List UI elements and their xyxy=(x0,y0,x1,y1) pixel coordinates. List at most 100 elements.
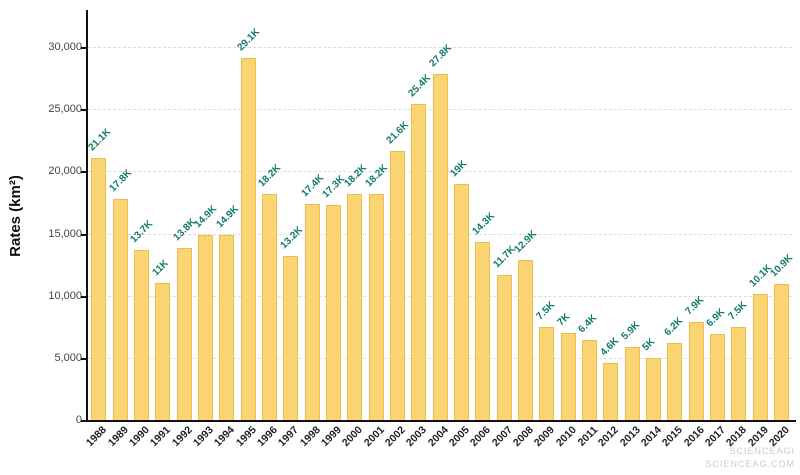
bar xyxy=(731,326,747,420)
bar-value-label: 11K xyxy=(150,258,171,279)
y-tick-mark xyxy=(81,295,87,298)
bar-value-label: 12.9K xyxy=(512,228,540,255)
y-tick-mark xyxy=(81,171,87,174)
x-tick-label: 1999 xyxy=(318,424,344,450)
x-tick-label: 2015 xyxy=(660,424,686,450)
x-tick-label: 2011 xyxy=(575,424,600,449)
bar xyxy=(368,193,384,420)
bar xyxy=(752,294,768,420)
bar xyxy=(347,193,363,420)
x-tick-label: 2003 xyxy=(404,424,430,450)
bar-value-label: 21.1K xyxy=(86,126,113,153)
x-tick-label: 1990 xyxy=(126,424,152,450)
y-tick-label: 0 xyxy=(75,414,82,426)
y-axis-line xyxy=(86,10,88,422)
bar-value-label: 6.2K xyxy=(662,315,685,339)
bar xyxy=(581,340,597,420)
bar xyxy=(475,242,491,420)
bar xyxy=(603,362,619,420)
bar-value-label: 14.9K xyxy=(192,203,220,231)
bar xyxy=(91,157,107,420)
bar xyxy=(133,249,149,420)
x-tick-label: 1988 xyxy=(84,424,110,450)
x-tick-label: 2016 xyxy=(681,424,707,450)
x-axis-line xyxy=(86,420,796,422)
y-tick-label: 20,000 xyxy=(48,165,82,178)
plot-area: 21.1K 17.8K 13.7K 11K 13.8K 14.9K 14.9K 29.1K 18… xyxy=(86,20,795,420)
bar xyxy=(432,74,448,420)
watermark-line-2: SCIENCEAG.COM xyxy=(705,459,795,469)
bar xyxy=(389,151,405,420)
watermark: SCIENCEAGI SCIENCEAG.COM xyxy=(705,445,795,471)
bar-value-label: 6.9K xyxy=(704,306,728,330)
x-tick-label: 2006 xyxy=(468,424,494,450)
y-tick-label: 25,000 xyxy=(48,103,82,116)
bar xyxy=(496,274,512,420)
bar-value-label: 10.9K xyxy=(768,253,796,280)
bar-value-label: 18.2K xyxy=(256,162,284,189)
bar xyxy=(283,255,299,420)
x-tick-label: 1996 xyxy=(254,424,280,450)
bar-value-label: 7K xyxy=(555,311,573,329)
bar xyxy=(560,332,576,420)
x-tick-label: 1993 xyxy=(190,424,216,450)
y-tick-mark xyxy=(81,357,87,360)
x-tick-label: 2004 xyxy=(425,424,451,450)
x-tick-label: 2012 xyxy=(596,424,622,450)
x-tick-label: 1998 xyxy=(297,424,323,450)
bar xyxy=(411,104,427,420)
gridline xyxy=(88,47,792,48)
bar-value-label: 13.2K xyxy=(278,224,305,252)
y-tick-label: 30,000 xyxy=(48,41,82,53)
bar xyxy=(240,58,256,420)
y-tick-label: 15,000 xyxy=(48,227,82,240)
bar xyxy=(539,326,555,420)
x-tick-label: 2013 xyxy=(617,424,643,450)
x-tick-label: 1997 xyxy=(276,424,302,450)
bar-value-label: 4.6K xyxy=(598,335,621,359)
x-tick-label: 2005 xyxy=(446,424,472,450)
bar xyxy=(773,284,789,420)
bar-value-label: 14.9K xyxy=(214,203,241,231)
x-tick-label: 1989 xyxy=(105,424,131,450)
y-tick-mark xyxy=(81,109,87,112)
bar xyxy=(667,342,683,420)
y-tick-mark xyxy=(81,47,87,49)
bar-value-label: 19K xyxy=(448,158,470,180)
bar xyxy=(453,183,469,420)
bar xyxy=(197,234,213,420)
x-tick-label: 1994 xyxy=(212,424,238,450)
bar xyxy=(709,334,725,420)
x-tick-label: 2008 xyxy=(510,424,536,450)
y-tick-label: 5,000 xyxy=(54,351,82,364)
y-tick-mark xyxy=(81,420,87,422)
x-tick-label: 2002 xyxy=(382,424,408,450)
bar-value-label: 18.2K xyxy=(363,162,391,189)
bar xyxy=(688,321,704,420)
bar-value-label: 25.4K xyxy=(406,72,433,100)
x-tick-label: 2009 xyxy=(532,424,558,450)
watermark-line-1: SCIENCEAGI xyxy=(729,446,795,456)
bar xyxy=(624,346,640,420)
x-tick-label: 2000 xyxy=(340,424,366,450)
bar xyxy=(304,203,320,420)
bar-value-label: 29.1K xyxy=(235,26,263,54)
x-tick-label: 2010 xyxy=(553,424,579,450)
bar-value-label: 13.7K xyxy=(128,218,156,245)
bar-value-label: 21.6K xyxy=(384,120,412,147)
bar xyxy=(219,234,235,420)
x-tick-label: 1995 xyxy=(233,424,259,450)
bar xyxy=(176,248,192,420)
bar-value-label: 5K xyxy=(640,336,658,354)
x-tick-label: 1992 xyxy=(169,424,195,450)
bar xyxy=(325,204,341,420)
bar-value-label: 6.4K xyxy=(576,312,600,336)
x-tick-label: 2007 xyxy=(489,424,515,450)
bar-value-label: 5.9K xyxy=(619,319,643,342)
bar xyxy=(155,283,171,420)
bar-value-label: 7.5K xyxy=(726,299,749,323)
bar xyxy=(645,357,661,420)
x-tick-label: 2001 xyxy=(361,424,387,450)
bar-value-label: 7.9K xyxy=(683,294,707,318)
